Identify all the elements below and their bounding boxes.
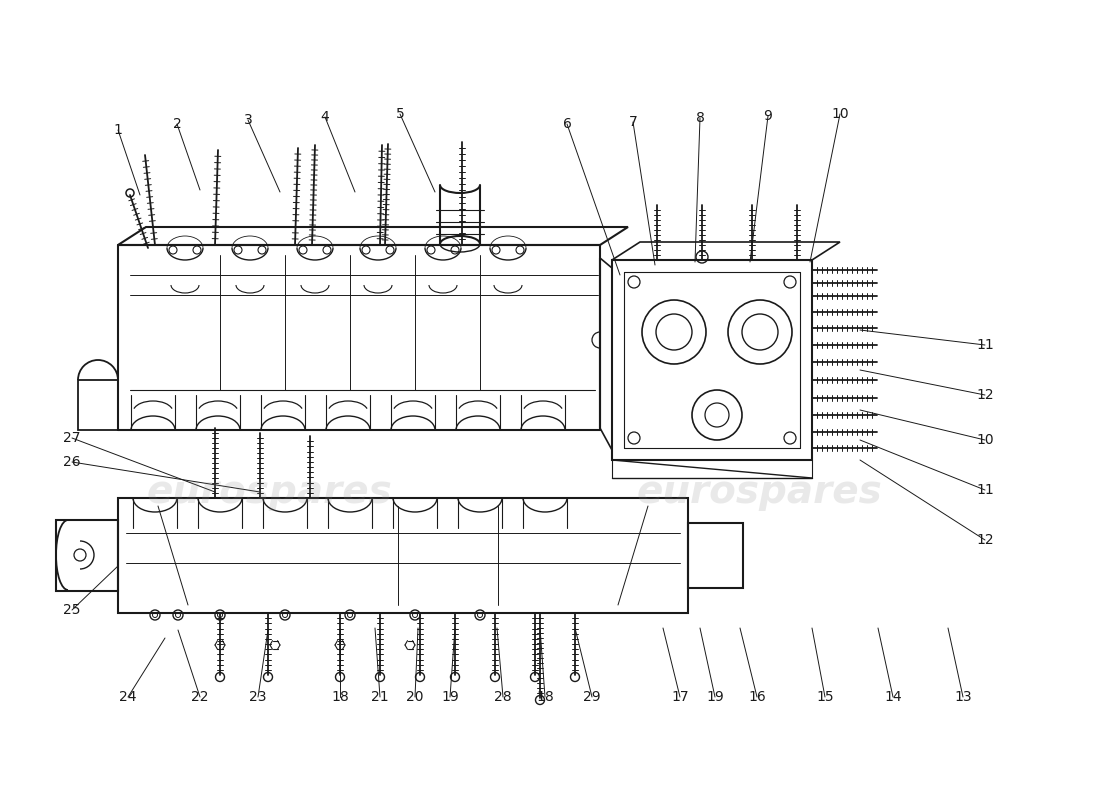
Text: 4: 4: [320, 110, 329, 124]
Text: 19: 19: [441, 690, 459, 704]
Text: 21: 21: [371, 690, 388, 704]
Text: 27: 27: [64, 431, 80, 445]
Text: 18: 18: [536, 690, 554, 704]
Text: 18: 18: [331, 690, 349, 704]
Text: 14: 14: [884, 690, 902, 704]
Text: 19: 19: [706, 690, 724, 704]
Text: 28: 28: [494, 690, 512, 704]
Text: 11: 11: [976, 483, 994, 497]
Text: 13: 13: [954, 690, 971, 704]
Text: 15: 15: [816, 690, 834, 704]
Text: 20: 20: [406, 690, 424, 704]
Text: 10: 10: [832, 107, 849, 121]
Text: 2: 2: [173, 117, 182, 131]
Text: 17: 17: [671, 690, 689, 704]
Text: 5: 5: [396, 107, 405, 121]
Text: 26: 26: [63, 455, 80, 469]
Text: eurospares: eurospares: [146, 473, 393, 511]
Text: 10: 10: [976, 433, 993, 447]
Text: 25: 25: [64, 603, 80, 617]
Text: 6: 6: [562, 117, 571, 131]
Text: 3: 3: [243, 113, 252, 127]
Text: 8: 8: [695, 111, 704, 125]
Text: 23: 23: [250, 690, 266, 704]
Text: 1: 1: [113, 123, 122, 137]
Text: eurospares: eurospares: [636, 473, 882, 511]
Text: 24: 24: [119, 690, 136, 704]
Text: 9: 9: [763, 109, 772, 123]
Text: 16: 16: [748, 690, 766, 704]
Text: 22: 22: [191, 690, 209, 704]
Text: 7: 7: [628, 115, 637, 129]
Text: 11: 11: [976, 338, 994, 352]
Text: 12: 12: [976, 533, 993, 547]
Text: 12: 12: [976, 388, 993, 402]
Text: 29: 29: [583, 690, 601, 704]
